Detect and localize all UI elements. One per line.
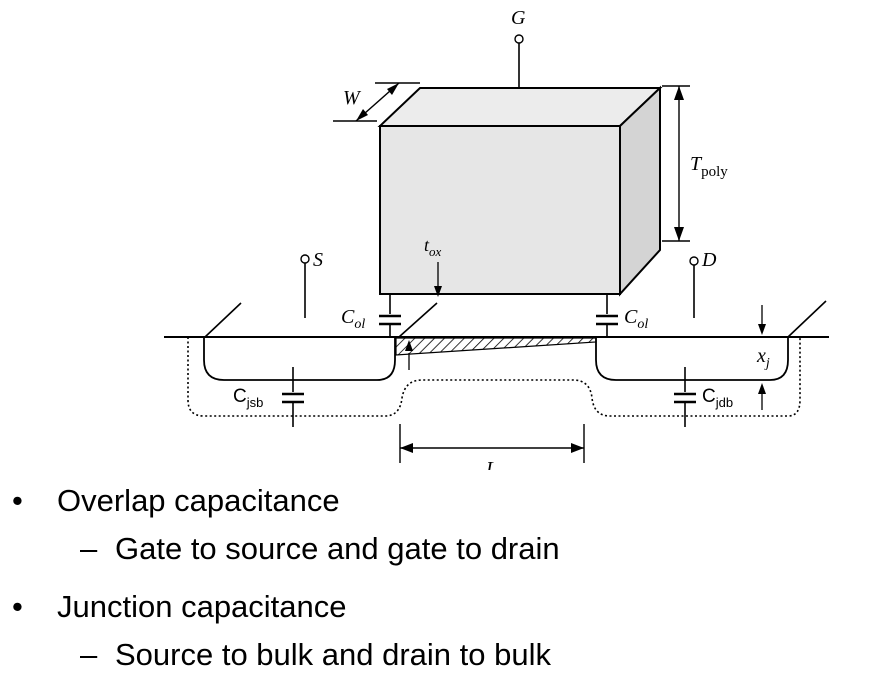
sub-bullet-marker-1: –	[80, 531, 98, 566]
gate-label: G	[511, 7, 526, 29]
gate-poly-block	[377, 85, 663, 297]
length-dimension: L	[399, 424, 585, 470]
cjdb-label: Cjdb	[702, 386, 733, 410]
junction-capacitor-drain: Cjdb	[674, 367, 733, 427]
source-label: S	[313, 249, 323, 271]
tox-label: tox	[424, 235, 442, 259]
bullet-marker-2: •	[12, 589, 23, 624]
source-diffusion	[203, 337, 396, 381]
xj-label: xj	[756, 345, 770, 371]
junction-capacitor-source: Cjsb	[233, 367, 304, 427]
bullet-marker-1: •	[12, 483, 23, 518]
tpoly-label: Tpoly	[690, 153, 728, 180]
drain-diffusion	[595, 337, 789, 381]
source-terminal: S	[300, 249, 323, 318]
sub-bullet-gate-source-drain: Gate to source and gate to drain	[115, 531, 560, 566]
width-dimension: W	[333, 82, 420, 122]
col-right-label: Col	[624, 306, 648, 332]
bullet-overlap-capacitance: Overlap capacitance	[57, 483, 340, 518]
sub-bullet-source-drain-bulk: Source to bulk and drain to bulk	[115, 637, 551, 672]
drain-label: D	[701, 249, 717, 271]
col-left-label: Col	[341, 306, 365, 332]
cjsb-label: Cjsb	[233, 386, 263, 410]
sub-bullet-marker-2: –	[80, 637, 98, 672]
width-label: W	[343, 87, 362, 109]
overlap-capacitor-right: Col	[596, 306, 648, 336]
mosfet-capacitance-diagram: G W Tpoly Col Col	[164, 7, 829, 470]
overlap-capacitor-left: Col	[341, 306, 401, 336]
length-label: L	[485, 458, 497, 470]
channel-region	[395, 337, 597, 356]
tpoly-dimension: Tpoly	[662, 85, 728, 242]
gate-terminal: G	[511, 7, 526, 98]
drain-terminal: D	[689, 249, 717, 318]
xj-dimension: xj	[756, 305, 770, 410]
bullet-list: • Overlap capacitance – Gate to source a…	[0, 475, 877, 693]
bullet-junction-capacitance: Junction capacitance	[57, 589, 347, 624]
